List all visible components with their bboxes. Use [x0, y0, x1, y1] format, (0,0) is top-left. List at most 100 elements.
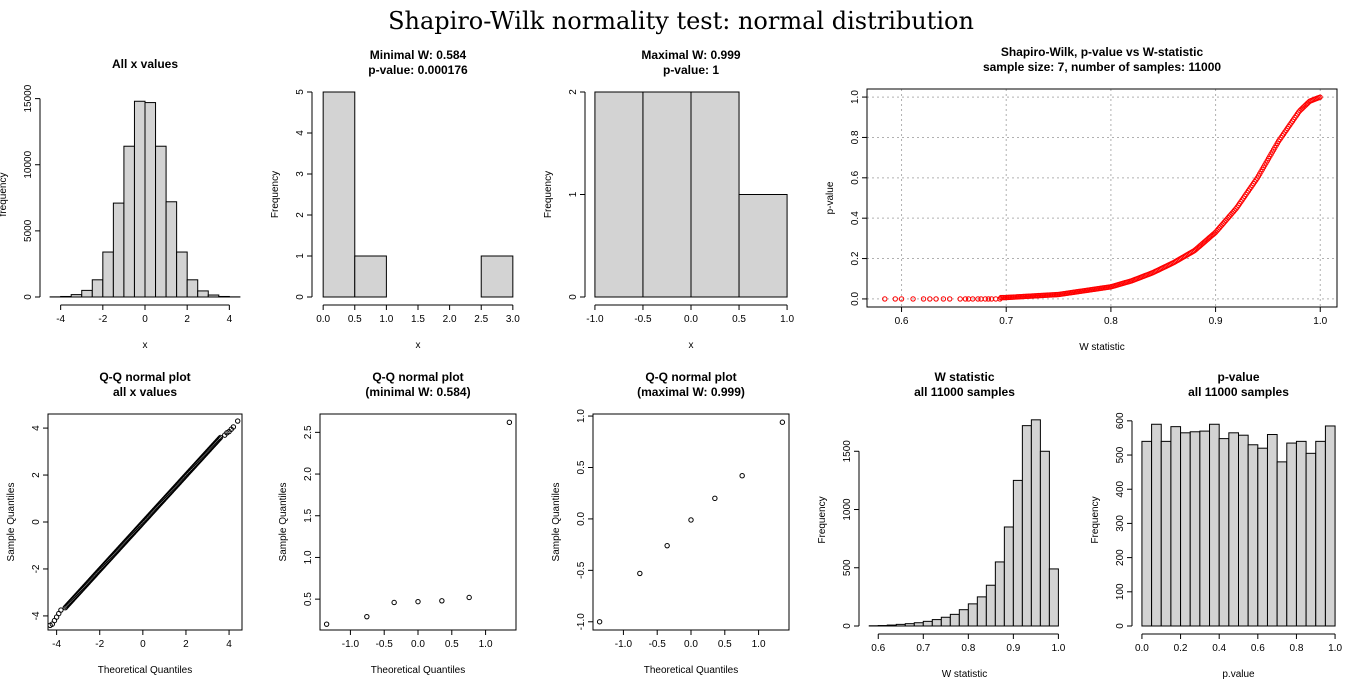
pw-point — [957, 296, 963, 302]
hist-bar — [913, 622, 924, 627]
x-tick-label: -2 — [98, 314, 107, 325]
pw-point — [927, 296, 933, 302]
panel-title: p-value: 0.000176 — [368, 63, 468, 77]
hist-bar — [1209, 423, 1220, 627]
hist-bar — [1021, 425, 1032, 627]
x-tick-label: 1.0 — [1328, 643, 1342, 654]
hist-bar — [133, 100, 146, 298]
y-tick-label: 1500 — [842, 440, 853, 463]
hist-bar — [1276, 461, 1288, 627]
hist-bar — [123, 145, 135, 298]
pw-point — [970, 296, 976, 302]
hist-bar — [218, 295, 230, 298]
hist-bar — [1141, 440, 1153, 627]
x-tick-label: -0.5 — [649, 639, 667, 650]
hist-bar — [1012, 479, 1023, 627]
hist-bar — [738, 194, 788, 298]
hist-bar — [1151, 423, 1162, 627]
x-tick-label: 0.5 — [718, 639, 732, 650]
x-tick-label: 1.5 — [411, 314, 425, 325]
hist-bar — [949, 613, 960, 627]
qq-point — [323, 621, 330, 627]
x-tick-label: 0.9 — [1209, 316, 1223, 327]
qq-point — [637, 570, 643, 577]
y-axis-label: Sample Quantiles — [6, 483, 17, 562]
y-tick-label: 0.2 — [850, 251, 861, 265]
panel-title: all 11000 samples — [1188, 385, 1289, 399]
x-tick-label: 0.5 — [348, 314, 362, 325]
x-tick-label: 0.0 — [1135, 643, 1149, 654]
y-tick-label: 0.5 — [303, 592, 314, 606]
panel-title: (maximal W: 0.999) — [637, 385, 745, 399]
qq-point — [217, 434, 224, 441]
qq-point — [506, 419, 513, 426]
x-tick-label: 0.6 — [1251, 643, 1265, 654]
y-tick-label: 400 — [1115, 480, 1126, 497]
hist-bar — [91, 279, 104, 298]
panel-title: sample size: 7, number of samples: 11000 — [983, 60, 1221, 74]
hist-bar — [922, 620, 933, 627]
x-tick-label: 0.5 — [732, 314, 746, 325]
panel-title: Maximal W: 0.999 — [641, 48, 740, 62]
x-tick-label: 0.5 — [445, 639, 459, 650]
panel-title: All x values — [112, 57, 178, 71]
y-axis-label: Frequency — [270, 171, 281, 218]
hist-bar — [1286, 442, 1297, 627]
y-tick-label: 0 — [31, 519, 42, 525]
plot-box — [866, 88, 1338, 308]
y-tick-label: 10000 — [23, 150, 34, 178]
y-tick-label: -1.0 — [576, 613, 587, 631]
qq-point — [230, 424, 237, 430]
y-tick-label: 1.0 — [850, 90, 861, 104]
y-tick-label: 0.4 — [850, 211, 861, 225]
hist-bar — [81, 289, 93, 298]
panel-title: Q-Q normal plot — [645, 370, 736, 384]
y-tick-label: 0.0 — [576, 512, 587, 526]
y-tick-label: 500 — [842, 559, 853, 576]
hist-bar — [102, 251, 114, 298]
x-tick-label: 0.7 — [916, 643, 930, 654]
qq-point — [466, 594, 472, 601]
hist-bar — [144, 102, 157, 298]
x-tick-label: -0.5 — [634, 314, 652, 325]
y-tick-label: 2.0 — [303, 467, 314, 481]
y-tick-label: 200 — [1115, 549, 1126, 566]
hist-bar — [112, 202, 125, 298]
panel-scatter_pw: Shapiro-Wilk, p-value vs W-statisticsamp… — [825, 45, 1338, 353]
hist-bar — [176, 251, 188, 298]
y-tick-label: 1.0 — [576, 409, 587, 423]
hist-bar — [70, 294, 83, 298]
hist-bar — [1189, 431, 1201, 627]
hist-bar — [1266, 434, 1278, 627]
panel-qq_max: Q-Q normal plot(maximal W: 0.999) -1.0 -0.… — [551, 370, 790, 676]
hist-bar — [1180, 432, 1191, 627]
panel-title: p-value — [1217, 370, 1259, 384]
x-tick-label: 1.0 — [1313, 316, 1327, 327]
y-tick-label: 1 — [295, 253, 306, 259]
x-tick-label: 0.9 — [1006, 643, 1020, 654]
qq-point — [688, 517, 694, 523]
hist-bar — [594, 91, 644, 298]
y-tick-label: 5000 — [23, 219, 34, 242]
x-tick-label: 0 — [142, 314, 148, 325]
qq-point — [234, 418, 241, 424]
pw-point — [920, 296, 927, 302]
panel-qq_min: Q-Q normal plot(minimal W: 0.584) -1.0 -0.… — [278, 370, 517, 676]
x-tick-label: 1.0 — [752, 639, 766, 650]
x-axis-label: Theoretical Quantiles — [98, 665, 193, 676]
y-tick-label: 2 — [568, 89, 579, 95]
y-tick-label: 0 — [23, 294, 34, 300]
x-tick-label: -0.5 — [376, 639, 394, 650]
hist-bar — [60, 295, 72, 298]
x-tick-label: 0.8 — [961, 643, 975, 654]
hist-bar — [940, 616, 951, 627]
x-tick-label: -1.0 — [615, 639, 633, 650]
y-axis-label: frequency — [0, 173, 9, 217]
pw-point — [1317, 94, 1323, 100]
y-tick-label: 1.5 — [303, 508, 314, 522]
x-tick-label: 1.0 — [379, 314, 393, 325]
qq-point — [712, 495, 718, 502]
hist-bar — [165, 201, 178, 298]
